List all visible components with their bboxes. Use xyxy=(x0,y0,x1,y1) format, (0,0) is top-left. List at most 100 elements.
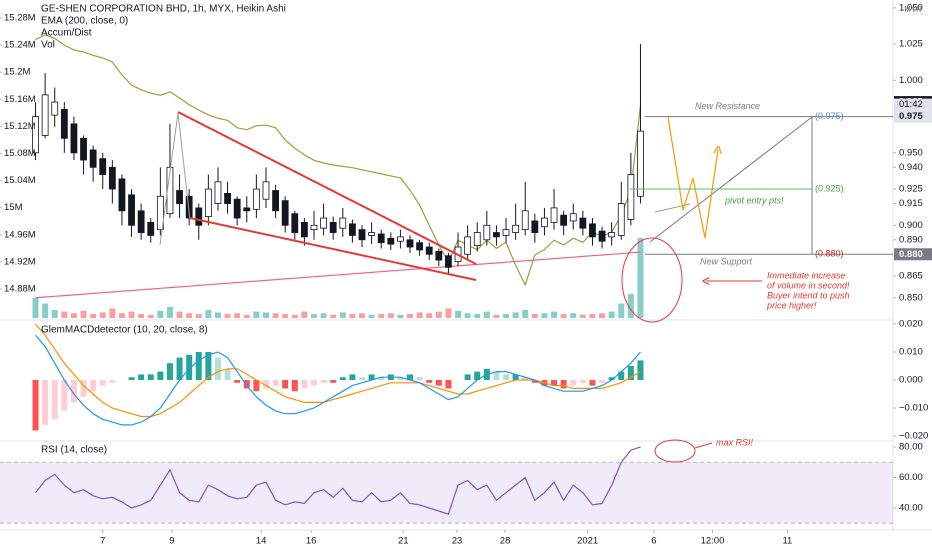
volume-bar xyxy=(579,314,586,318)
candle-body xyxy=(99,158,107,175)
y2-tick-label: 15.24M xyxy=(4,40,36,51)
histogram-bar xyxy=(349,374,356,381)
histogram-bar xyxy=(61,380,68,411)
volume-bar xyxy=(176,311,183,318)
volume-bar xyxy=(109,308,116,318)
candle-body xyxy=(195,207,203,226)
y2-tick-label: 15M xyxy=(4,202,23,213)
candle-body xyxy=(541,217,548,228)
candle-body xyxy=(560,214,568,226)
y-tick-label: 1.025 xyxy=(899,39,923,50)
volume-bar xyxy=(570,313,577,318)
volume-bar xyxy=(157,310,164,318)
candle-body xyxy=(617,203,625,236)
histogram-bar xyxy=(503,374,510,381)
y-tick-label: 0.915 xyxy=(899,198,923,209)
histogram-bar xyxy=(176,357,183,381)
candle-body xyxy=(89,149,97,168)
candle-body xyxy=(320,217,327,229)
note: Buyer intend to push xyxy=(767,290,850,300)
candle-body xyxy=(252,188,260,210)
volume-bar xyxy=(455,310,462,318)
level-label: (0.925) xyxy=(815,183,844,193)
candle-body xyxy=(512,224,520,233)
y-tick-label: 0.890 xyxy=(899,234,923,245)
histogram-bar xyxy=(397,377,404,381)
y2-tick-label: 15.12M xyxy=(4,121,36,132)
histogram-bar xyxy=(128,377,135,381)
candle-body xyxy=(531,220,539,233)
y-tick-label: 1.000 xyxy=(899,75,923,86)
histogram-bar xyxy=(272,380,279,386)
y-tick-label: 0.010 xyxy=(899,347,923,358)
indicator-label: Vol xyxy=(41,40,55,51)
histogram-bar xyxy=(253,380,260,392)
y2-tick-label: 15.2M xyxy=(4,67,30,78)
indicator-line xyxy=(35,34,642,287)
candle-body xyxy=(368,232,376,236)
volume-bar xyxy=(301,311,308,318)
candle-body xyxy=(339,217,347,229)
histogram-bar xyxy=(493,371,500,381)
candle-body xyxy=(60,108,68,139)
y2-tick-label: 15.04M xyxy=(4,175,36,186)
y-tick-label: 1.050 xyxy=(899,2,923,13)
histogram-bar xyxy=(618,371,625,381)
histogram-bar xyxy=(301,380,308,389)
histogram-bar xyxy=(464,374,471,381)
candle-body xyxy=(147,221,155,236)
volume-bar xyxy=(397,314,404,318)
volume-bar xyxy=(551,311,558,318)
path-projection xyxy=(667,116,718,239)
x-tick-label: 12:00 xyxy=(701,536,725,547)
y2-tick-label: 14.88M xyxy=(4,284,36,295)
histogram-bar xyxy=(599,380,606,383)
volume-bar xyxy=(464,313,471,318)
chart-title: GE-SHEN CORPORATION BHD, 1h, MYX, Heikin… xyxy=(41,4,286,15)
candle-body xyxy=(156,195,164,231)
rsi-note-line xyxy=(694,442,713,449)
note: Immediate increase xyxy=(767,270,846,280)
volume-bar xyxy=(407,314,414,318)
candle-body xyxy=(204,188,212,217)
candle-body xyxy=(521,210,529,231)
y-tick-label: −0.010 xyxy=(899,403,928,414)
histogram-bar xyxy=(99,380,106,386)
candle-body xyxy=(291,213,299,233)
candle-body xyxy=(598,230,606,242)
histogram-bar xyxy=(637,360,644,381)
candle-body xyxy=(416,242,424,251)
volume-bar xyxy=(99,312,106,318)
currency: MYR xyxy=(904,5,922,14)
candle-body xyxy=(397,236,404,242)
candle-body xyxy=(608,232,616,238)
y-tick-label: 0.940 xyxy=(899,162,923,173)
volume-bar xyxy=(272,313,279,318)
level-label: (0.975) xyxy=(815,111,844,121)
y-tick-label: 60.00 xyxy=(899,472,923,483)
volume-bar xyxy=(262,312,269,318)
volume-bar xyxy=(330,314,337,318)
candle-body xyxy=(387,237,395,245)
volume-bar xyxy=(512,312,519,318)
x-tick-label: 9 xyxy=(169,536,174,547)
candle-body xyxy=(243,207,251,212)
candle-body xyxy=(128,194,135,226)
volume-bar xyxy=(349,314,356,318)
candle-body xyxy=(377,233,385,244)
histogram-bar xyxy=(224,368,231,381)
histogram-bar xyxy=(195,351,202,381)
volume-bar xyxy=(138,314,145,318)
y-tick-label: 0.925 xyxy=(899,184,923,195)
volume-bar xyxy=(503,314,510,318)
candle-body xyxy=(579,217,587,229)
histogram-bar xyxy=(435,380,442,386)
y2-tick-label: 14.96M xyxy=(4,229,36,240)
histogram-bar xyxy=(109,380,116,383)
histogram-bar xyxy=(90,380,97,392)
candle-body xyxy=(425,246,433,255)
histogram-bar xyxy=(138,374,145,381)
